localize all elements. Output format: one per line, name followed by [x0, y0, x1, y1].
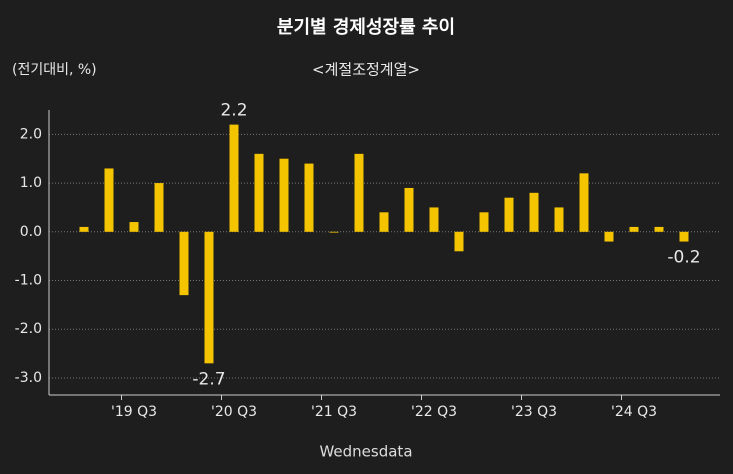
x-tick-label: '19 Q3 — [111, 404, 157, 420]
bar — [379, 212, 389, 232]
bar — [529, 192, 539, 232]
bar — [429, 207, 439, 232]
bar — [554, 207, 564, 232]
bar — [679, 231, 689, 242]
bar — [129, 222, 139, 232]
bar — [254, 153, 264, 232]
bar — [329, 231, 339, 233]
bar — [79, 226, 89, 232]
bar — [404, 187, 414, 232]
bar — [579, 173, 589, 232]
bar — [454, 231, 464, 252]
data-label: 2.2 — [220, 101, 247, 121]
x-tick-label: '21 Q3 — [311, 404, 357, 420]
bar — [604, 231, 614, 242]
x-tick-label: '23 Q3 — [511, 404, 557, 420]
y-tick-label: 1.0 — [20, 175, 42, 191]
subtitle: <계절조정계열> — [312, 61, 420, 79]
bar — [279, 158, 289, 232]
bar — [229, 124, 239, 232]
y-tick-label: 0.0 — [20, 224, 42, 240]
x-tick-label: '20 Q3 — [211, 404, 257, 420]
bar — [204, 231, 214, 364]
y-tick-label: -2.0 — [15, 321, 42, 337]
data-label: -0.2 — [667, 248, 700, 268]
chart-title: 분기별 경제성장률 추이 — [277, 17, 455, 38]
x-tick-label: '24 Q3 — [611, 404, 657, 420]
data-label: -2.7 — [192, 369, 225, 389]
bar — [504, 197, 514, 232]
bar — [304, 163, 314, 232]
bar — [104, 168, 114, 232]
bar — [179, 231, 189, 296]
y-tick-label: 2.0 — [20, 126, 42, 142]
y-axis-label: (전기대비, %) — [12, 62, 97, 78]
source: Wednesdata — [319, 443, 412, 461]
y-tick-label: -1.0 — [15, 273, 42, 289]
bar — [629, 226, 639, 232]
bar — [154, 183, 164, 232]
bar — [479, 212, 489, 232]
bar — [354, 153, 364, 232]
y-tick-label: -3.0 — [15, 370, 42, 386]
x-tick-label: '22 Q3 — [411, 404, 457, 420]
bar — [654, 226, 664, 232]
